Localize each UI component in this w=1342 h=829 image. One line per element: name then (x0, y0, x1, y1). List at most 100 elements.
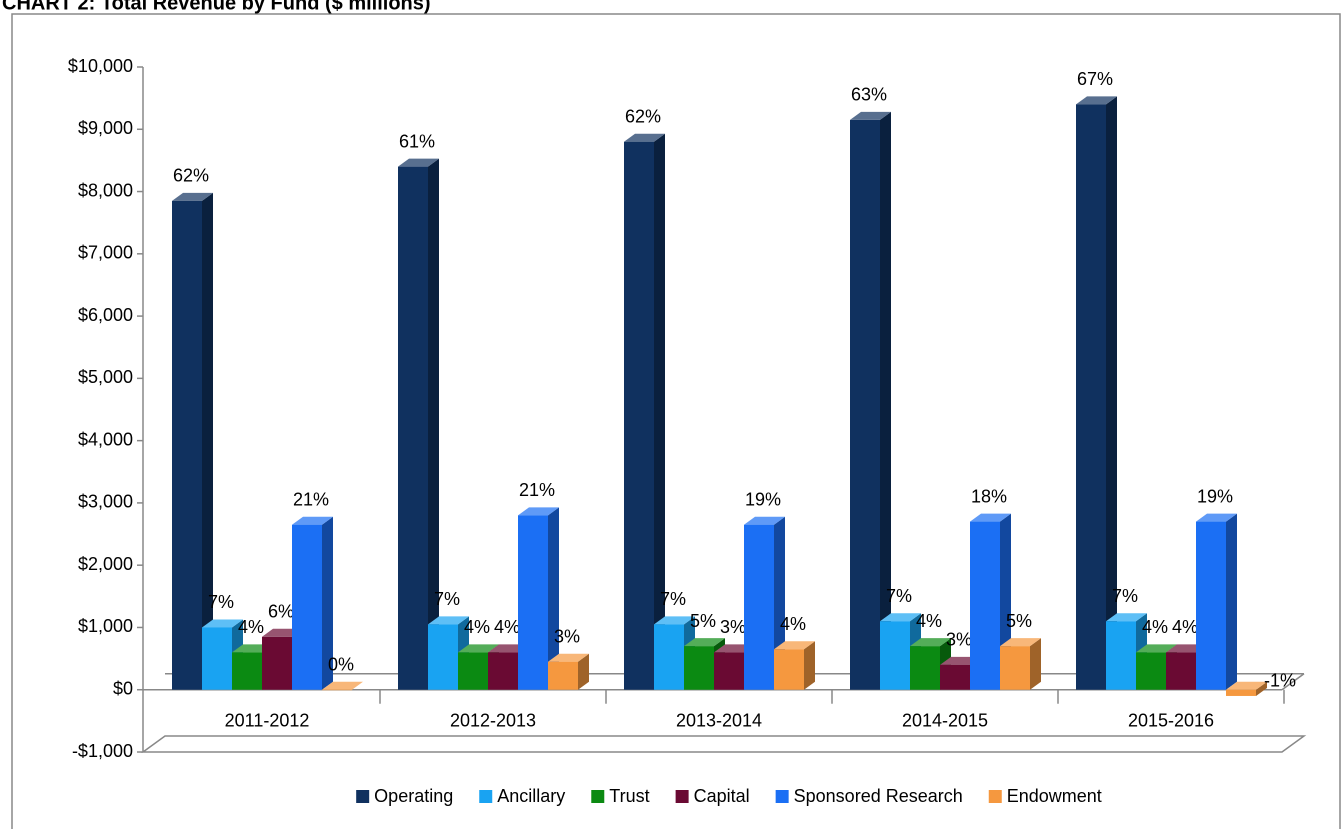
bar (624, 141, 654, 690)
legend-label: Operating (374, 786, 453, 806)
data-label: 61% (399, 131, 435, 151)
bar (518, 515, 548, 690)
chart-frame (11, 13, 1341, 829)
bar-side (654, 133, 665, 690)
bar-side (578, 653, 589, 690)
data-label: 4% (1172, 617, 1198, 637)
legend-label: Sponsored Research (794, 786, 963, 806)
data-label: 67% (1077, 69, 1113, 89)
bar (850, 119, 880, 690)
chart-title: CHART 2: Total Revenue by Fund ($ millio… (2, 0, 431, 14)
bar (910, 646, 940, 690)
bar (774, 649, 804, 690)
bar-top (1076, 96, 1117, 105)
data-label: 19% (745, 489, 781, 509)
bar (428, 624, 458, 690)
legend-swatch (356, 790, 370, 803)
bar-top (970, 513, 1011, 522)
legend-swatch (479, 790, 493, 803)
data-label: 7% (434, 589, 460, 609)
bar-side (428, 158, 439, 690)
bar (488, 652, 518, 690)
data-label: 3% (720, 617, 746, 637)
bar-top (548, 653, 589, 662)
bar-top (1136, 644, 1177, 653)
bar-top (880, 613, 921, 622)
bar-top (428, 616, 469, 625)
bar (1136, 652, 1166, 690)
y-tick-label: $5,000 (78, 367, 133, 387)
bar-top (910, 638, 951, 647)
bar (202, 627, 232, 690)
data-label: 21% (293, 489, 329, 509)
y-tick-label: $4,000 (78, 429, 133, 449)
bar-side (804, 641, 815, 690)
bar-top (172, 192, 213, 201)
legend-label: Endowment (1007, 786, 1102, 806)
bar-side (1256, 681, 1267, 696)
y-tick-label: $8,000 (78, 180, 133, 200)
legend-swatch (591, 790, 605, 803)
bar-side (322, 516, 333, 690)
data-label: 21% (519, 480, 555, 500)
data-label: 3% (554, 626, 580, 646)
data-label: 4% (1142, 617, 1168, 637)
bar (458, 652, 488, 690)
data-label: 62% (173, 166, 209, 186)
floor (140, 735, 1307, 753)
legend-swatch (775, 790, 789, 803)
bar (322, 689, 352, 691)
data-label: 6% (268, 602, 294, 622)
legend: Operating Ancillary Trust Capital Sponsored … (356, 786, 1102, 806)
x-tick-label: 2014-2015 (902, 710, 988, 730)
bar-side (1226, 513, 1237, 690)
bar (172, 200, 202, 690)
data-label: 4% (916, 611, 942, 631)
bar (684, 646, 714, 690)
data-label: 7% (1112, 586, 1138, 606)
bar-top (1226, 681, 1267, 690)
data-label: 7% (886, 586, 912, 606)
bar (1196, 521, 1226, 690)
bar (292, 524, 322, 690)
bar (654, 624, 684, 690)
x-tick-label: 2013-2014 (676, 710, 762, 730)
bar (1226, 689, 1256, 696)
y-tick-label: -$1,000 (72, 741, 133, 761)
bar-side (548, 507, 559, 690)
x-tick-label: 2011-2012 (225, 710, 310, 730)
data-label: 0% (328, 654, 354, 674)
y-tick-label: $7,000 (78, 243, 133, 263)
bar-top (292, 516, 333, 525)
data-label: 7% (208, 592, 234, 612)
bar-top (518, 507, 559, 516)
bar-side (202, 192, 213, 690)
bar-top (398, 158, 439, 167)
bar-top (684, 638, 725, 647)
bar (262, 636, 292, 690)
data-label: -1% (1264, 670, 1296, 690)
bar (1106, 621, 1136, 690)
data-label: 63% (851, 85, 887, 105)
data-label: 3% (946, 630, 972, 650)
bar (398, 166, 428, 690)
bar (940, 664, 970, 690)
y-tick-label: $2,000 (78, 554, 133, 574)
bar-top (202, 619, 243, 628)
bar-top (654, 616, 695, 625)
bar (744, 524, 774, 690)
y-tick-label: $10,000 (68, 56, 133, 76)
bar-top (1196, 513, 1237, 522)
bar (548, 661, 578, 690)
data-label: 4% (494, 617, 520, 637)
bar-top (624, 133, 665, 142)
bar-side (880, 111, 891, 690)
legend-label: Capital (694, 786, 750, 806)
data-label: 62% (625, 106, 661, 126)
bar-top (774, 641, 815, 650)
bar (1000, 646, 1030, 690)
bar-top (1000, 638, 1041, 647)
data-label: 4% (238, 617, 264, 637)
bar (1166, 652, 1196, 690)
